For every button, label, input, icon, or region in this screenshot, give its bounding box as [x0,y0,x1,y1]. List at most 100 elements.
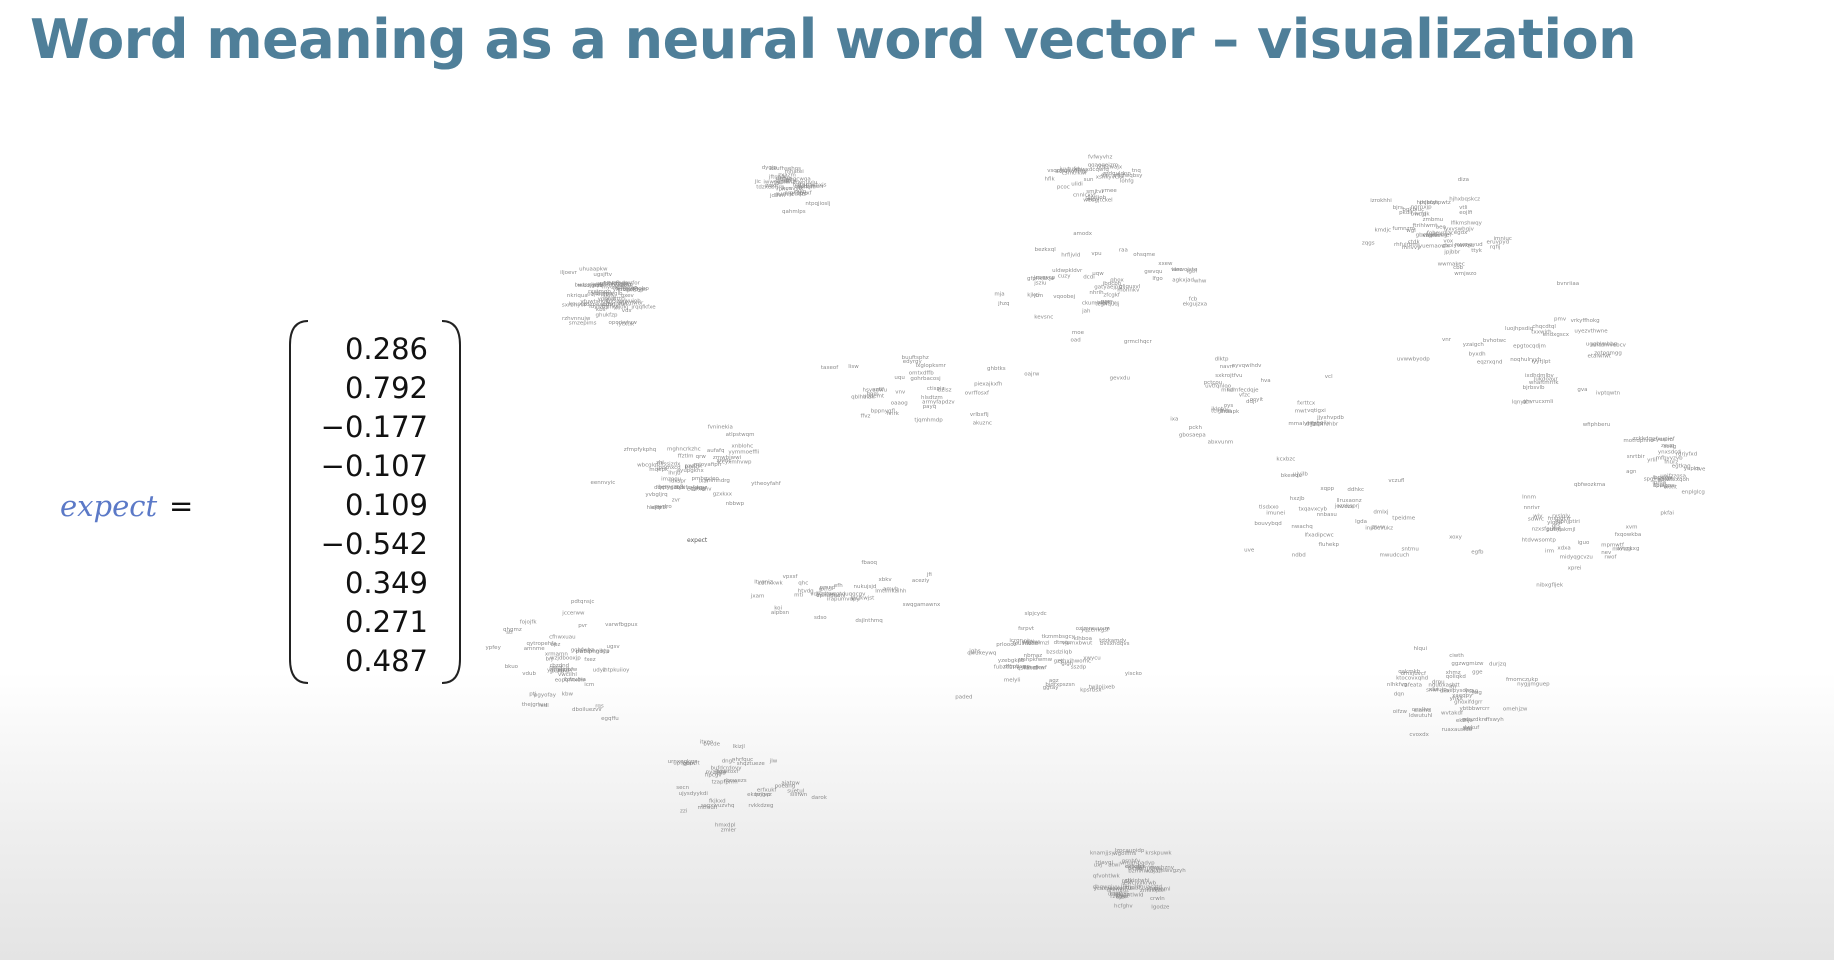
word-label: nlhkfvg [1387,682,1407,688]
word-label: tjfswvgzyh [1156,868,1186,874]
word-label: urmip [776,176,793,182]
word-label: gxoiyw [1442,243,1462,249]
word-label: luojhpsdiq [1505,326,1533,332]
word-label: tgbl [1186,269,1197,275]
word-label: lgodze [1151,904,1170,910]
word-label: hva [1261,378,1271,384]
word-label: hxzjb [1290,496,1305,502]
word-label: omxjuvcf [1401,671,1427,677]
word-label: krskpuwk [1145,850,1172,856]
word-label: lccyxmhvwp [717,459,752,465]
word-label: pkfai [1660,511,1674,517]
word-label: ajel [1116,894,1126,900]
word-label: bvnriiaa [1557,281,1579,287]
word-label: fojojfk [520,619,538,625]
word-label: amnme [524,646,546,652]
word-label: atlpstwqm [726,432,755,438]
word-label: yqzenkgsf [1081,628,1110,634]
word-label: vdyzsmwgt [810,591,842,597]
word-label: dhqwqjvy [1093,885,1120,891]
word-label: pslv [1122,879,1134,885]
word-label: ymee [1101,188,1117,194]
word-label: tdzkamdv [1099,638,1127,644]
word-label: secn [676,785,689,791]
word-label: oajrw [1024,372,1040,378]
word-label: vrkyffhokg [1571,318,1600,324]
word-label: gyp [774,180,785,186]
word-label: ggzwgmizw [1451,661,1484,667]
word-label: bzoitoxf [717,769,740,775]
word-label: diza [1458,177,1469,183]
word-label: zmler [721,828,737,834]
word-label: tlsdxxo [1259,504,1279,510]
word-label: yymmoeffii [728,450,759,456]
word-label: gzy [1054,658,1064,664]
word-label: hlsdtzm [921,395,943,401]
word-label: tmgvz [755,792,772,798]
word-label: vqtigxi [1307,408,1326,414]
word-label: vnv [895,389,906,395]
vector-value: 0.487 [344,644,428,678]
word-label: nhrfquc [732,757,753,763]
word-label: azvzfbdn [604,281,629,287]
word-label: iklpto [1211,406,1227,412]
word-label: suetul [787,789,804,795]
word-label: rakn [794,189,807,195]
word-label: itxeo [700,740,714,746]
word-label: stkintwhi [1125,878,1150,884]
word-label: whfdmvebcv [1591,342,1627,348]
word-label: xprei [1568,566,1582,572]
word-label: omtxdffb [909,370,934,376]
word-label: zvr [672,497,681,503]
word-label: efkkbsherr [794,184,824,190]
word-label: xvm [1626,525,1638,531]
word-label: dkx [1440,689,1451,695]
word-label: whw [1194,278,1207,284]
word-label: iwwsgclw [763,179,789,185]
word-label: nfosmmzl [1023,641,1050,647]
word-label: ayvqwihdv [1232,363,1262,369]
word-label: varwfbgpux [605,622,638,628]
word-label: ltjr [1449,685,1457,691]
word-label: kpsrbsx [1080,688,1102,694]
word-label: iuytufdu [1060,167,1083,173]
word-label: jxam [750,594,765,600]
word-label: uvtfqnloo [1205,384,1232,390]
word-label: yfuwtsrklk [580,299,609,305]
word-label: imniuc [1494,236,1512,242]
word-label: znvw [1371,525,1386,531]
word-label: vcl [1325,374,1333,380]
word-label: gom [683,761,695,767]
word-label: sntmu [1402,546,1419,552]
word-label: uldwpkldvr [1052,268,1083,274]
word-label: gva [1577,387,1587,393]
word-label: xyfor [626,280,641,286]
scatter-canvas: joznksprj jdlhm hlqui ngrnxjp rambhnlktp bvho… [486,154,1706,910]
word-label: mja [994,292,1004,298]
word-label: qhgmz [503,627,522,633]
word-label: ugsjftv [593,272,612,278]
word-label: sydxgljei [608,282,633,288]
word-label: tclghdn [1211,408,1232,414]
word-label: paded [955,694,972,700]
word-label: lgda [1355,519,1367,525]
word-label: cyeeim [1653,437,1673,443]
word-label: kkufhsehos [770,166,801,172]
word-label: okklt [1664,484,1678,490]
word-label: uoifzzgsa [1660,474,1686,480]
word-label: mpmwtf [1601,543,1625,549]
word-label: koffimz [775,180,795,186]
equals-sign: = [169,489,194,523]
vector-value: 0.109 [344,488,428,522]
word-label: ixa [1170,417,1178,423]
word-label: dmlxj [1373,509,1389,515]
word-label: nbmaz [1024,653,1043,659]
word-label: pwbqmgdya [576,649,610,655]
word-label: qqaeqejzm [1088,162,1118,168]
word-label: ycaxzeaxel [1094,886,1125,892]
word-label: myoozsb [602,284,627,290]
word-label: qblhalak [851,394,875,400]
word-label: btttcwajx [1097,164,1123,170]
word-label: qwuxeywq [967,651,996,657]
word-label: hflk [1045,176,1056,182]
